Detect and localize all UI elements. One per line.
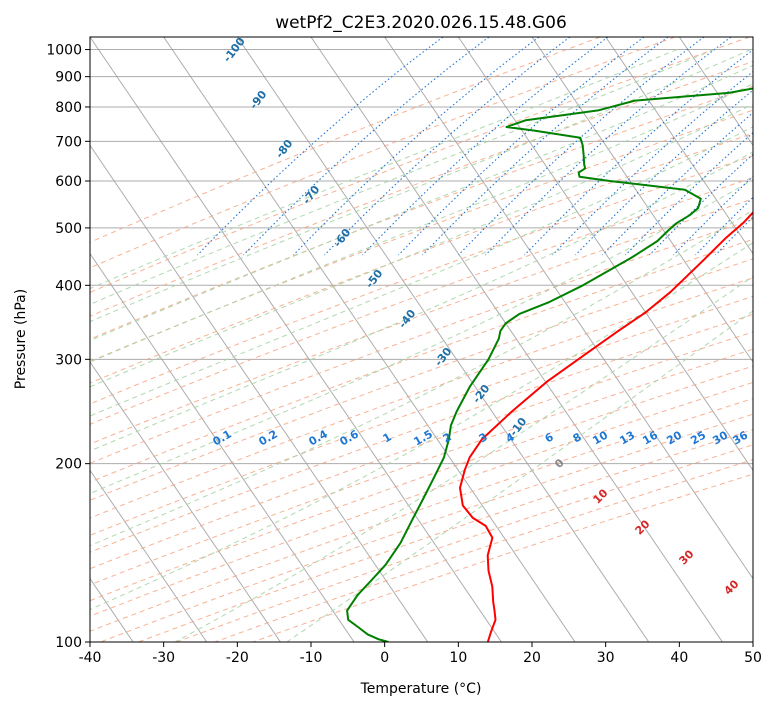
x-tick-label: -30 xyxy=(152,650,175,666)
y-tick-label: 600 xyxy=(55,174,82,190)
y-tick-label: 1000 xyxy=(46,43,82,59)
y-tick-label: 900 xyxy=(55,70,82,86)
y-axis-label: Pressure (hPa) xyxy=(13,289,29,389)
y-tick-label: 500 xyxy=(55,221,82,237)
y-tick-label: 800 xyxy=(55,100,82,116)
x-tick-label: -40 xyxy=(79,650,102,666)
y-tick-label: 700 xyxy=(55,134,82,150)
y-tick-label: 100 xyxy=(55,635,82,651)
x-tick-label: 40 xyxy=(670,650,688,666)
y-tick-label: 400 xyxy=(55,278,82,294)
chart-title: wetPf2_C2E3.2020.026.15.48.G06 xyxy=(275,13,567,33)
x-tick-label: 0 xyxy=(380,650,389,666)
y-tick-label: 300 xyxy=(55,352,82,368)
x-tick-label: 10 xyxy=(449,650,467,666)
x-tick-label: 30 xyxy=(597,650,615,666)
x-tick-label: -10 xyxy=(300,650,323,666)
y-tick-label: 200 xyxy=(55,457,82,473)
x-tick-label: -20 xyxy=(226,650,249,666)
x-tick-label: 20 xyxy=(523,650,541,666)
x-axis-label: Temperature (°C) xyxy=(360,681,482,697)
x-tick-label: 50 xyxy=(744,650,762,666)
